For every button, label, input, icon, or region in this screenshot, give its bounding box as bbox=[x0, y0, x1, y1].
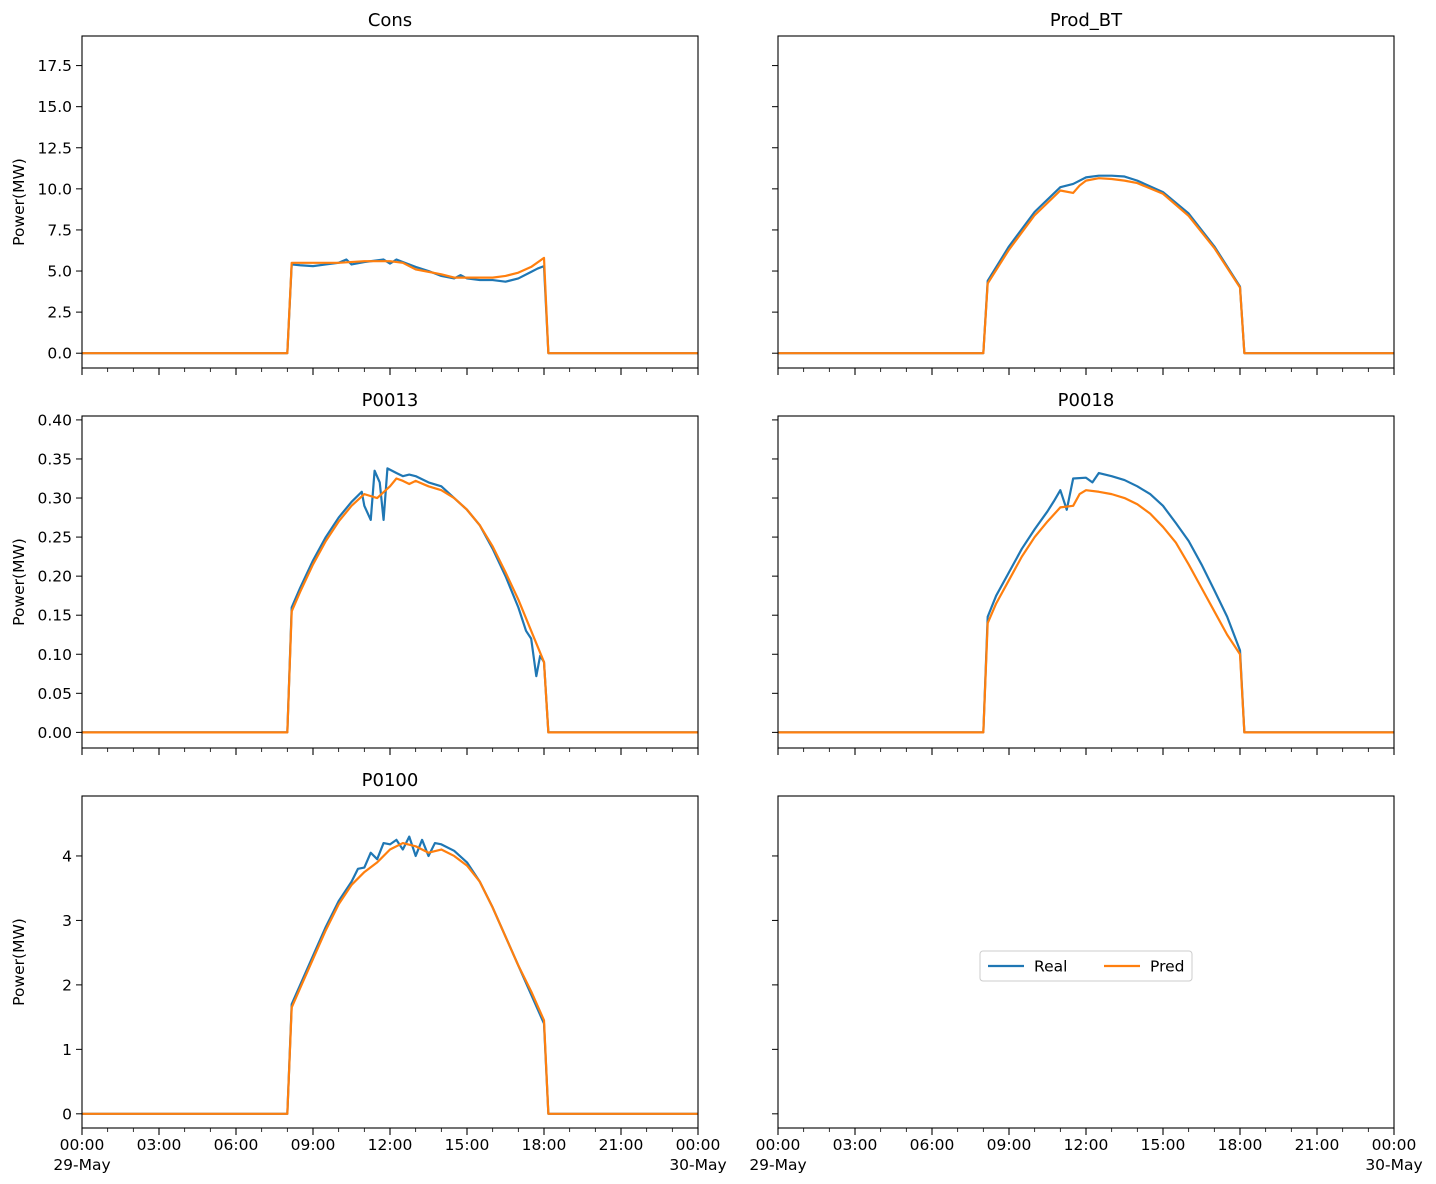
panel-p0013: 0.00 0.05 0.10 0.15 0.20 0.25 0.30 0.35 0.40 P001… bbox=[10, 390, 699, 755]
y-tick-label: 12.5 bbox=[37, 139, 72, 157]
y-tick-label: 7.5 bbox=[47, 221, 72, 239]
y-tick-label: 3 bbox=[62, 912, 72, 930]
y-tick-label: 4 bbox=[62, 847, 72, 865]
x-tick-label: 12:00 bbox=[1064, 1136, 1109, 1154]
x-tick-label: 06:00 bbox=[214, 1136, 259, 1154]
axes-frame bbox=[777, 35, 1395, 369]
series-line-real bbox=[778, 174, 1394, 355]
y-tick-label: 17.5 bbox=[37, 57, 72, 75]
series-line-pred bbox=[82, 477, 698, 734]
y-tick-label: 0.35 bbox=[37, 450, 72, 468]
x-tick-label: 09:00 bbox=[291, 1136, 336, 1154]
x-tick-label: 21:00 bbox=[599, 1136, 644, 1154]
x-tick-label: 15:00 bbox=[1141, 1136, 1186, 1154]
y-tick-label: 2.5 bbox=[47, 304, 72, 322]
y-tick-label: 0.40 bbox=[37, 411, 72, 429]
legend-label-pred: Pred bbox=[1150, 958, 1184, 976]
series-line-real bbox=[82, 258, 698, 355]
y-tick-label: 0.20 bbox=[37, 568, 72, 586]
series-line-pred bbox=[778, 177, 1394, 355]
panel-title: P0013 bbox=[362, 390, 419, 411]
x-tick-label: 00:00 bbox=[676, 1136, 721, 1154]
y-tick-label: 0.15 bbox=[37, 607, 72, 625]
x-tick-label: 03:00 bbox=[833, 1136, 878, 1154]
series-line-real bbox=[778, 471, 1394, 734]
x-tick-label: 00:00 bbox=[756, 1136, 801, 1154]
axes-frame bbox=[81, 795, 699, 1129]
panel-title: P0018 bbox=[1058, 390, 1115, 411]
y-tick-label: 2 bbox=[62, 976, 72, 994]
legend-label-real: Real bbox=[1034, 958, 1067, 976]
axes-frame bbox=[81, 415, 699, 749]
axes-frame bbox=[777, 415, 1395, 749]
series-line-real bbox=[82, 835, 698, 1115]
panel-title: Prod_BT bbox=[1050, 10, 1123, 31]
x-date-label: 29-May bbox=[53, 1156, 110, 1174]
x-date-label: 29-May bbox=[749, 1156, 806, 1174]
series-line-pred bbox=[82, 841, 698, 1115]
y-tick-label: 0.00 bbox=[37, 724, 72, 742]
x-tick-label: 21:00 bbox=[1295, 1136, 1340, 1154]
panel-prod-bt: Prod_BT bbox=[772, 10, 1395, 375]
x-tick-label: 06:00 bbox=[910, 1136, 955, 1154]
y-tick-label: 15.0 bbox=[37, 98, 72, 116]
y-axis-label: Power(MW) bbox=[10, 538, 28, 626]
y-tick-label: 0.30 bbox=[37, 490, 72, 508]
axes-frame bbox=[81, 35, 699, 369]
x-tick-label: 03:00 bbox=[137, 1136, 182, 1154]
y-tick-label: 0.25 bbox=[37, 529, 72, 547]
x-tick-label: 18:00 bbox=[522, 1136, 567, 1154]
panel-title: P0100 bbox=[362, 770, 419, 791]
legend-frame bbox=[979, 950, 1193, 982]
y-axis-label: Power(MW) bbox=[10, 918, 28, 1006]
y-tick-label: 0.05 bbox=[37, 685, 72, 703]
y-tick-label: 0 bbox=[62, 1105, 72, 1123]
y-tick-label: 0.0 bbox=[47, 345, 72, 363]
legend: Real Pred bbox=[979, 950, 1193, 982]
x-tick-label: 00:00 bbox=[60, 1136, 105, 1154]
panel-title: Cons bbox=[368, 10, 412, 31]
x-date-label: 30-May bbox=[1365, 1156, 1422, 1174]
x-tick-label: 15:00 bbox=[445, 1136, 490, 1154]
x-tick-label: 18:00 bbox=[1218, 1136, 1263, 1154]
series-line-real bbox=[82, 467, 698, 734]
panel-p0100: 0 1 2 3 4 00:00 03:00 06:00 09:00 12:00 15:00 18:00… bbox=[10, 770, 727, 1174]
x-date-label: 30-May bbox=[669, 1156, 726, 1174]
series-line-pred bbox=[778, 489, 1394, 734]
series-line-pred bbox=[82, 256, 698, 355]
y-tick-label: 1 bbox=[62, 1041, 72, 1059]
y-axis-label: Power(MW) bbox=[10, 158, 28, 246]
panel-p0018: P0018 bbox=[772, 390, 1395, 755]
x-tick-label: 09:00 bbox=[987, 1136, 1032, 1154]
x-tick-label: 12:00 bbox=[368, 1136, 413, 1154]
panel-legend: 00:00 03:00 06:00 09:00 12:00 15:00 18:00 21:00… bbox=[749, 795, 1423, 1174]
y-tick-label: 10.0 bbox=[37, 180, 72, 198]
y-tick-label: 5.0 bbox=[47, 263, 72, 281]
y-tick-label: 0.10 bbox=[37, 646, 72, 664]
x-tick-label: 00:00 bbox=[1372, 1136, 1417, 1154]
panel-cons: 0.0 2.5 5.0 7.5 10.0 12.5 15.0 17.5 Cons Power(MW… bbox=[10, 10, 699, 375]
